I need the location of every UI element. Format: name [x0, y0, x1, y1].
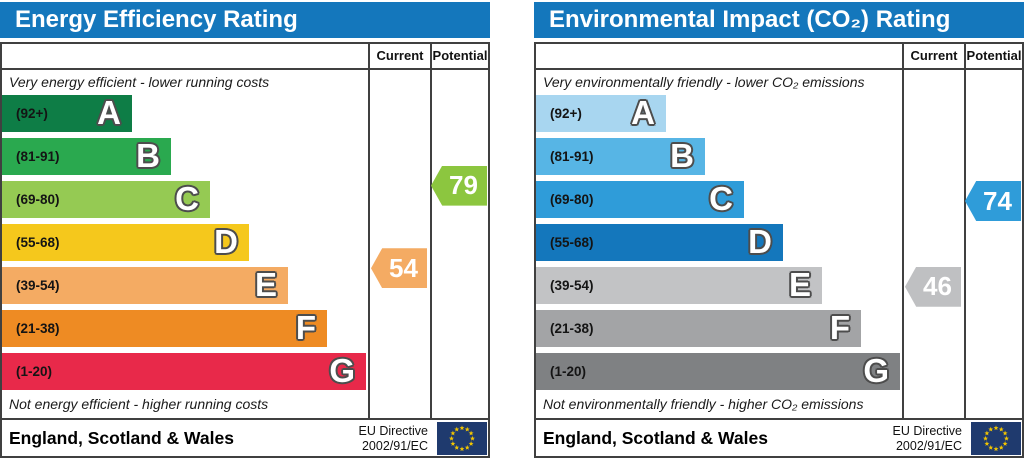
band-bar-f: (21-38) F: [536, 310, 861, 347]
band-range-label: (21-38): [550, 321, 594, 336]
current-column-divider: [368, 42, 370, 420]
band-bar-a: (92+) A: [2, 95, 132, 132]
potential-rating-value: 79: [449, 170, 478, 201]
region-label: England, Scotland & Wales: [543, 428, 768, 448]
eu-directive-line1: EU Directive: [358, 424, 428, 438]
band-letter: C: [175, 180, 199, 217]
eu-directive-line1: EU Directive: [892, 424, 962, 438]
band-letter: E: [254, 266, 277, 303]
band-bar-d: (55-68) D: [536, 224, 783, 261]
footer-row-divider: [534, 418, 1024, 420]
current-column-header: Current: [910, 48, 958, 63]
band-range-label: (1-20): [16, 364, 53, 379]
band-range-label: (81-91): [16, 149, 60, 164]
eu-directive-label: EU Directive 2002/91/EC: [893, 424, 962, 454]
band-bar-g: (1-20) G: [536, 353, 900, 390]
environmental-impact-rating-chart: Environmental Impact (CO₂) Rating Current…: [534, 0, 1024, 460]
current-rating-arrow: 54: [371, 248, 427, 289]
chart-header-bar: Energy Efficiency Rating: [0, 2, 490, 38]
bottom-caption: Not environmentally friendly - higher CO…: [543, 396, 864, 412]
band-letter: G: [329, 352, 355, 389]
chart-title: Energy Efficiency Rating: [15, 6, 298, 33]
band-bar-d: (55-68) D: [2, 224, 249, 261]
band-range-label: (92+): [550, 106, 582, 121]
table-frame: [534, 42, 1024, 458]
potential-column-header: Potential: [966, 48, 1022, 63]
chart-header-bar: Environmental Impact (CO₂) Rating: [534, 2, 1024, 38]
potential-rating-arrow: 74: [965, 181, 1021, 221]
band-bar-b: (81-91) B: [536, 138, 705, 175]
eu-flag-icon: [971, 422, 1021, 455]
band-letter: B: [136, 137, 160, 174]
band-letter: A: [97, 94, 121, 131]
energy-efficiency-rating-chart: Energy Efficiency Rating Current Potential…: [0, 0, 490, 460]
band-letter: G: [863, 352, 889, 389]
band-range-label: (39-54): [550, 278, 594, 293]
bottom-caption: Not energy efficient - higher running co…: [9, 396, 269, 412]
band-letter: D: [748, 223, 772, 260]
potential-rating-value: 74: [983, 185, 1012, 216]
band-letter: B: [670, 137, 694, 174]
eu-directive-line2: 2002/91/EC: [361, 439, 428, 453]
potential-column-divider: [964, 42, 966, 420]
band-letter: D: [214, 223, 238, 260]
region-label: England, Scotland & Wales: [9, 428, 234, 448]
band-letter: E: [788, 266, 811, 303]
band-bar-e: (39-54) E: [536, 267, 822, 304]
band-bar-c: (69-80) C: [2, 181, 210, 218]
eu-flag-icon: [437, 422, 487, 455]
band-letter: C: [709, 180, 733, 217]
band-range-label: (69-80): [550, 192, 594, 207]
band-range-label: (55-68): [550, 235, 594, 250]
potential-rating-arrow: 79: [431, 165, 487, 206]
band-bar-f: (21-38) F: [2, 310, 327, 347]
band-bar-c: (69-80) C: [536, 181, 744, 218]
band-letter: A: [631, 94, 655, 131]
band-letter: F: [829, 309, 850, 346]
band-range-label: (81-91): [550, 149, 594, 164]
band-bar-g: (1-20) G: [2, 353, 366, 390]
header-row-divider: [0, 68, 490, 70]
footer-row-divider: [0, 418, 490, 420]
current-column-header: Current: [376, 48, 424, 63]
band-letter: F: [295, 309, 316, 346]
band-bar-e: (39-54) E: [2, 267, 288, 304]
band-range-label: (55-68): [16, 235, 60, 250]
band-range-label: (1-20): [550, 364, 587, 379]
band-range-label: (39-54): [16, 278, 60, 293]
band-range-label: (21-38): [16, 321, 60, 336]
band-range-label: (69-80): [16, 192, 60, 207]
current-column-divider: [902, 42, 904, 420]
band-bar-a: (92+) A: [536, 95, 666, 132]
current-rating-arrow: 46: [905, 266, 961, 307]
potential-column-header: Potential: [432, 48, 488, 63]
eu-directive-line2: 2002/91/EC: [895, 439, 962, 453]
top-caption: Very environmentally friendly - lower CO…: [543, 74, 865, 90]
header-row-divider: [534, 68, 1024, 70]
eu-directive-label: EU Directive 2002/91/EC: [359, 424, 428, 454]
table-frame: [0, 42, 490, 458]
chart-title: Environmental Impact (CO₂) Rating: [549, 6, 951, 33]
top-caption: Very energy efficient - lower running co…: [9, 74, 270, 90]
current-rating-value: 46: [923, 271, 952, 302]
band-bar-b: (81-91) B: [2, 138, 171, 175]
potential-column-divider: [430, 42, 432, 420]
band-range-label: (92+): [16, 106, 48, 121]
current-rating-value: 54: [389, 252, 418, 283]
